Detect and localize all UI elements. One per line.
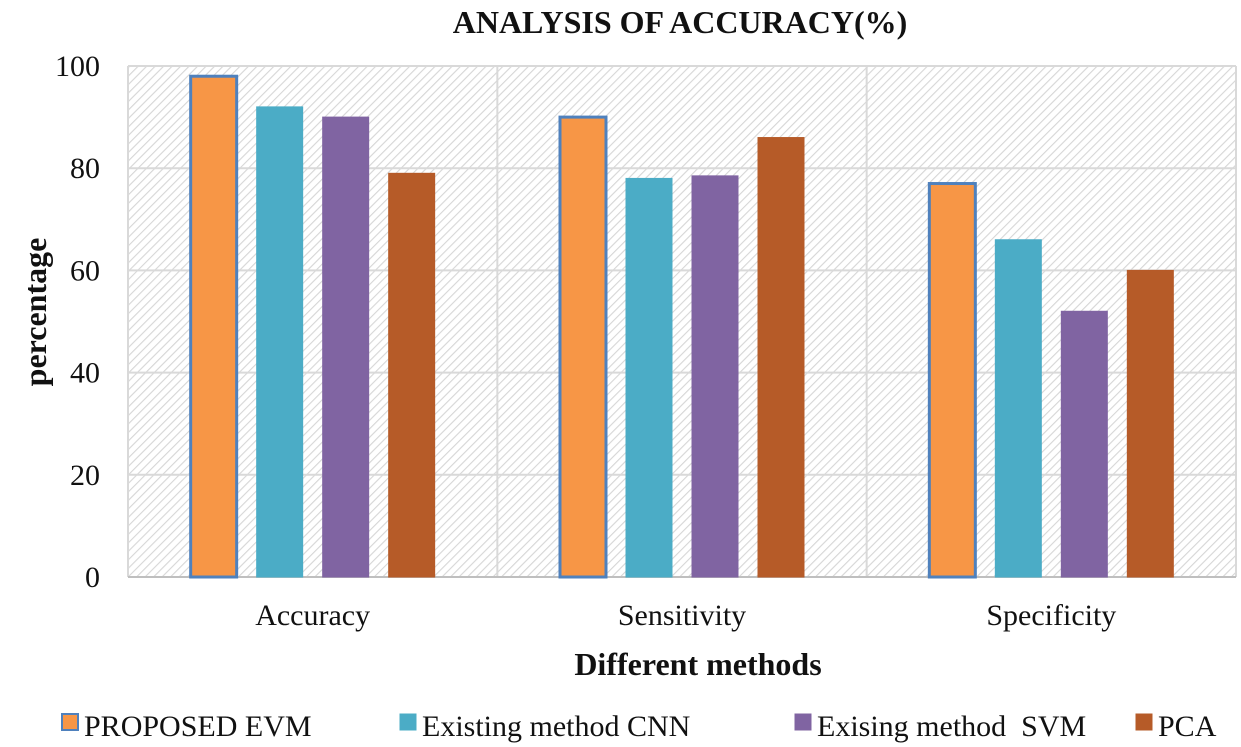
bars [189, 74, 1174, 579]
legend-label: Exising method SVM [817, 710, 1086, 743]
legend-swatch [794, 713, 812, 731]
bar-pca-accuracy [388, 172, 436, 578]
y-tick-label: 60 [70, 254, 100, 287]
bar-proposed-evm-sensitivity [558, 115, 608, 579]
bar-pca-specificity [1126, 269, 1174, 578]
bar-existing-method-cnn-accuracy [256, 106, 304, 578]
x-axis-label: Different methods [574, 646, 821, 682]
chart-title: ANALYSIS OF ACCURACY(%) [453, 4, 908, 40]
y-tick-label: 20 [70, 459, 100, 492]
x-tick-label: Sensitivity [618, 599, 746, 632]
bar-exising-method-svm-specificity [1060, 310, 1108, 578]
bar-exising-method-svm-accuracy [322, 116, 370, 578]
legend-swatch [1135, 713, 1153, 731]
y-axis-ticks: 0 20 40 60 80 100 [55, 50, 100, 594]
bar-exising-method-svm-sensitivity [691, 175, 739, 578]
legend-swatch [61, 713, 79, 731]
legend: PROPOSED EVM Existing method CNN Exising m… [61, 710, 1217, 743]
plot-area [128, 66, 1236, 577]
y-tick-label: 100 [55, 50, 100, 83]
y-tick-label: 80 [70, 152, 100, 185]
bar-proposed-evm-accuracy [189, 74, 239, 579]
bar-proposed-evm-specificity [927, 182, 977, 579]
legend-label: PCA [1158, 710, 1217, 743]
y-tick-label: 0 [85, 561, 100, 594]
legend-label: Existing method CNN [422, 710, 690, 743]
legend-swatch [399, 713, 417, 731]
bar-existing-method-cnn-specificity [994, 239, 1042, 578]
x-tick-label: Accuracy [255, 599, 370, 632]
gridlines [127, 65, 1237, 578]
y-axis-label: percentage [17, 238, 53, 387]
bar-existing-method-cnn-sensitivity [625, 177, 673, 578]
legend-label: PROPOSED EVM [84, 710, 312, 743]
bar-pca-sensitivity [757, 137, 805, 578]
y-tick-label: 40 [70, 357, 100, 390]
x-tick-label: Specificity [986, 599, 1116, 632]
x-axis-ticks: Accuracy Sensitivity Specificity [255, 599, 1116, 632]
